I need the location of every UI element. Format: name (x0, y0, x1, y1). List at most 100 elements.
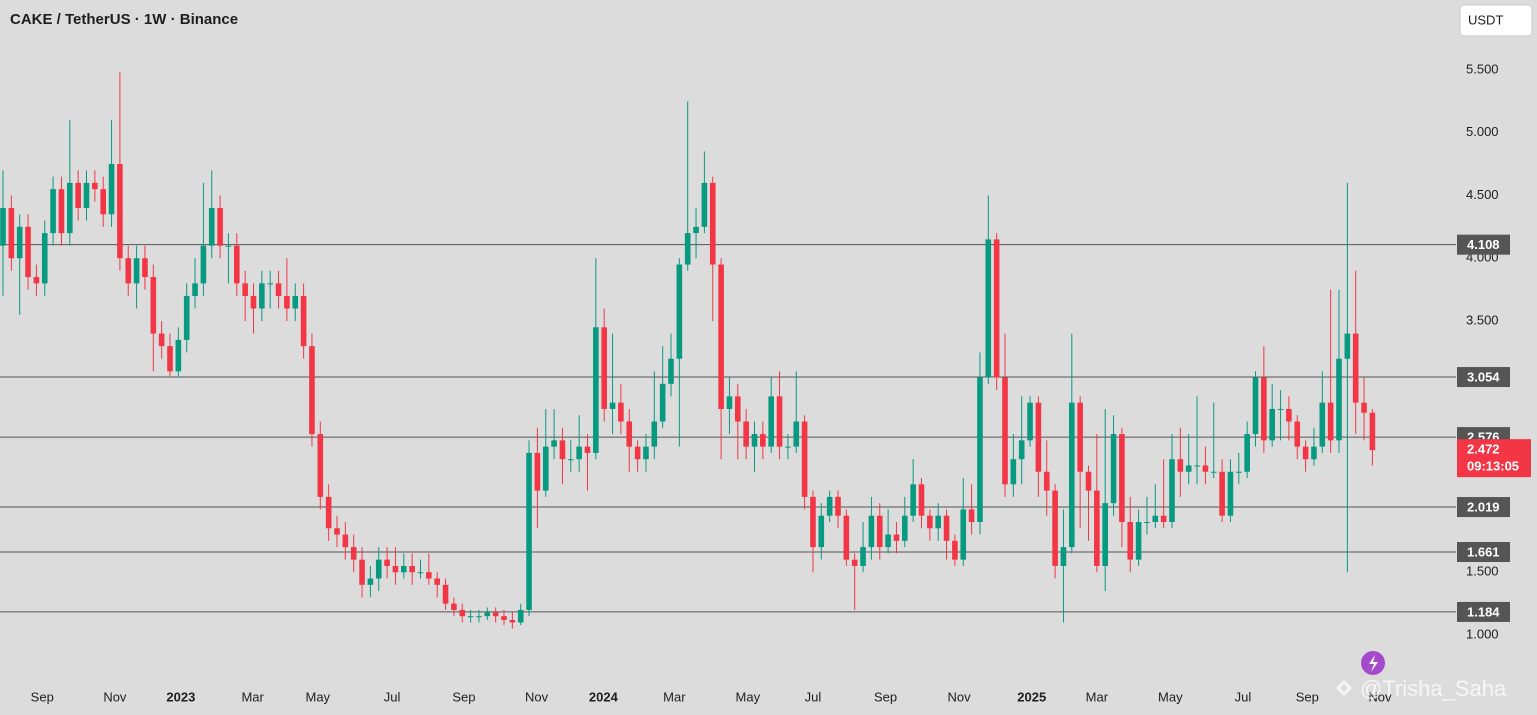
candle-body (426, 572, 432, 579)
candle-body (1294, 421, 1301, 447)
candle-body (651, 421, 658, 447)
level-label: 1.184 (1467, 604, 1500, 619)
candle-body (593, 327, 599, 453)
candle-body (467, 616, 474, 618)
candle-body (1369, 412, 1376, 451)
last-price-label: 2.472 (1467, 442, 1500, 457)
candle-body (41, 233, 48, 284)
candle-body (1336, 358, 1342, 441)
watermark-logo (1336, 680, 1352, 696)
candle-body (735, 396, 741, 422)
candle-body (401, 565, 407, 573)
candle-body (718, 264, 724, 409)
candle-body (342, 534, 349, 548)
candle-body (1219, 471, 1225, 516)
candle-body (1160, 515, 1167, 522)
candle-body (8, 207, 15, 259)
candle-body (384, 559, 390, 566)
candle-body (100, 189, 106, 215)
candle-body (200, 245, 207, 284)
y-tick-label: 4.500 (1466, 187, 1499, 202)
candle-body (985, 239, 992, 378)
candle-body (1094, 490, 1100, 566)
watermark-bolt (1369, 655, 1378, 672)
candle-body (1127, 521, 1134, 560)
candle-body (927, 515, 933, 529)
candle-body (117, 164, 123, 259)
candle-body (559, 440, 566, 460)
x-tick-label: 2025 (1017, 689, 1046, 704)
candle-body (1185, 465, 1192, 472)
candle-body (183, 295, 190, 340)
candle-body (175, 339, 182, 372)
candle-body (1085, 471, 1092, 491)
candle-body (0, 207, 6, 246)
candle-body (459, 609, 466, 617)
x-tick-label: Sep (31, 689, 54, 704)
candle-body (709, 182, 716, 265)
candle-body (1252, 377, 1259, 435)
x-tick-label: Sep (1296, 689, 1319, 704)
candle-body (208, 207, 215, 246)
level-badge (1457, 367, 1510, 388)
candle-body (392, 565, 399, 573)
candle-body (1177, 459, 1184, 472)
candle-body (33, 277, 40, 284)
candle-body (776, 396, 783, 447)
axis-labels: Sep Nov 2023 Mar May Jul Sep Nov 2024 Mar May Jul Se… (31, 680, 1392, 704)
candle-body (1194, 465, 1200, 467)
candle-body (1286, 408, 1292, 422)
candle-body (1110, 434, 1117, 504)
x-tick-label: 2023 (166, 689, 195, 704)
y-tick-label: 1.500 (1466, 564, 1499, 579)
candle-body (618, 402, 624, 422)
currency-button[interactable] (1459, 4, 1533, 37)
candle-body (150, 277, 157, 334)
candle-body (1302, 446, 1309, 460)
candle-body (476, 616, 482, 618)
candle-body (75, 182, 81, 208)
candle-body (158, 333, 165, 347)
candle-body (760, 434, 766, 447)
candle-body (1060, 547, 1067, 566)
candle-body (751, 434, 758, 447)
candle-body (643, 446, 649, 460)
candle-body (83, 182, 90, 208)
currency-label[interactable]: USDT (1468, 12, 1503, 27)
candle-body (292, 295, 299, 309)
candle-body (350, 547, 357, 560)
candle-body (943, 515, 950, 541)
candle-body (1052, 490, 1058, 566)
candle-body (601, 327, 607, 409)
x-tick-label: Mar (663, 689, 686, 704)
candle-body (133, 258, 140, 284)
candle-body (501, 616, 507, 620)
candle-body (267, 283, 273, 285)
candle-body (359, 559, 365, 585)
x-tick-label: May (1158, 689, 1183, 704)
candle-body (1152, 515, 1159, 522)
level-label: 3.054 (1467, 369, 1500, 384)
y-tick-label: 5.000 (1466, 124, 1499, 139)
candle-body (108, 164, 115, 215)
x-tick-label: Jul (384, 689, 401, 704)
candle-body (1210, 471, 1217, 473)
candle-body (67, 182, 73, 234)
candle-body (1236, 471, 1242, 473)
candle-body (860, 547, 866, 566)
candle-body (526, 452, 532, 610)
levels: 4.1083.0542.5762.0191.6611.1842.47209:13… (0, 234, 1531, 622)
candle-body (726, 396, 733, 409)
candle-body (893, 534, 900, 541)
candle-body (284, 295, 290, 309)
candle-body (1027, 402, 1033, 441)
candle-body (217, 207, 223, 246)
candle-body (1135, 521, 1142, 560)
candle-body (50, 189, 56, 234)
x-tick-label: Nov (525, 689, 549, 704)
x-tick-label: May (306, 689, 331, 704)
candle-body (1269, 408, 1275, 441)
candle-body (1077, 402, 1083, 472)
candle-body (1102, 503, 1108, 566)
y-tick-label: 5.500 (1466, 61, 1499, 76)
